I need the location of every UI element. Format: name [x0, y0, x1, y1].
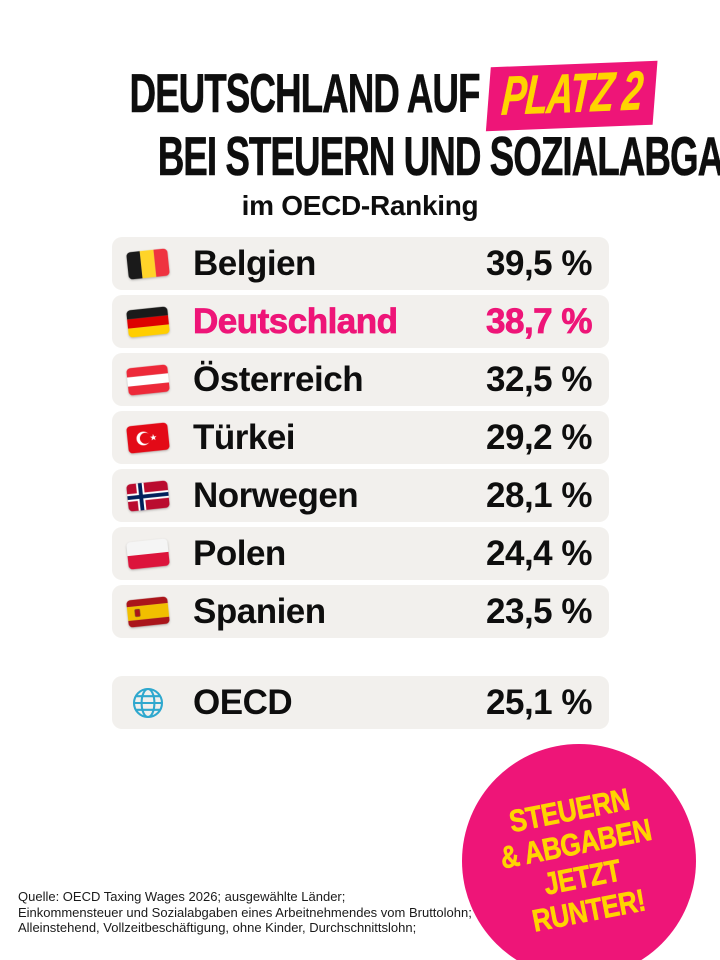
- country-value: 28,1 %: [486, 475, 592, 515]
- ranking-row: OECD 25,1 %: [112, 676, 609, 729]
- country-name: Polen: [193, 533, 286, 573]
- flag-belgium-icon: [124, 244, 172, 284]
- flag-germany-icon: [124, 302, 172, 342]
- platz-2-badge: PLATZ 2: [486, 59, 659, 132]
- country-name: Belgien: [193, 243, 316, 283]
- country-name: Spanien: [193, 591, 326, 631]
- country-value: 24,4 %: [486, 533, 592, 573]
- source-line-1: Quelle: OECD Taxing Wages 2026; ausgewäh…: [18, 889, 346, 904]
- title-line2-text: BEI STEUERN UND SOZIALABGABEN: [157, 125, 720, 187]
- flag-austria-icon: [124, 360, 172, 400]
- country-value: 29,2 %: [486, 417, 592, 457]
- country-rows: Belgien 39,5 % Deutschland 38,7 % Österr…: [112, 237, 609, 638]
- source-line-2: Einkommensteuer und Sozialabgaben eines …: [18, 904, 472, 920]
- country-name: Türkei: [193, 417, 296, 457]
- platz-2-badge-label: PLATZ 2: [499, 59, 645, 127]
- flag-spain-icon: [124, 592, 172, 632]
- demand-sticker: STEUERN & ABGABEN JETZT RUNTER!: [462, 744, 696, 960]
- ranking-row: Belgien 39,5 %: [112, 237, 609, 290]
- country-name: Deutschland: [193, 301, 399, 341]
- country-name: OECD: [193, 682, 293, 722]
- ranking-list: Belgien 39,5 % Deutschland 38,7 % Österr…: [112, 237, 609, 729]
- source-line-3: Alleinstehend, Vollzeitbeschäftigung, oh…: [18, 920, 417, 935]
- demand-sticker-text: STEUERN & ABGABEN JETZT RUNTER!: [497, 781, 655, 939]
- ranking-row: Türkei 29,2 %: [112, 411, 609, 464]
- summary-row-slot: OECD 25,1 %: [112, 676, 609, 729]
- ranking-row: Polen 24,4 %: [112, 527, 609, 580]
- page-title-line1: DEUTSCHLAND AUF PLATZ 2: [0, 59, 720, 132]
- page-title-line2: BEI STEUERN UND SOZIALABGABEN: [0, 125, 720, 187]
- title-prefix: DEUTSCHLAND AUF: [129, 62, 480, 124]
- country-name: Österreich: [193, 359, 364, 399]
- country-value: 25,1 %: [486, 682, 592, 722]
- ranking-row: Deutschland 38,7 %: [112, 295, 609, 348]
- country-name: Norwegen: [193, 475, 359, 515]
- source-note: Quelle: OECD Taxing Wages 2026; ausgewäh…: [18, 889, 472, 936]
- page-subtitle: im OECD-Ranking: [241, 190, 479, 221]
- country-value: 38,7 %: [486, 301, 593, 341]
- ranking-row: Norwegen 28,1 %: [112, 469, 609, 522]
- globe-icon: [124, 683, 172, 723]
- flag-poland-icon: [124, 534, 172, 574]
- ranking-row: Spanien 23,5 %: [112, 585, 609, 638]
- country-value: 23,5 %: [486, 591, 592, 631]
- country-value: 39,5 %: [486, 243, 592, 283]
- title-block: DEUTSCHLAND AUF PLATZ 2 BEI STEUERN UND S…: [0, 59, 720, 222]
- ranking-row: Österreich 32,5 %: [112, 353, 609, 406]
- flag-norway-icon: [124, 476, 172, 516]
- flag-turkey-icon: [124, 418, 172, 458]
- country-value: 32,5 %: [486, 359, 592, 399]
